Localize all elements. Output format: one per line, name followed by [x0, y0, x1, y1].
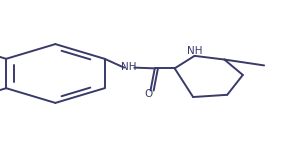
Text: NH: NH	[187, 46, 202, 56]
Text: O: O	[144, 89, 153, 99]
Text: NH: NH	[122, 62, 137, 72]
